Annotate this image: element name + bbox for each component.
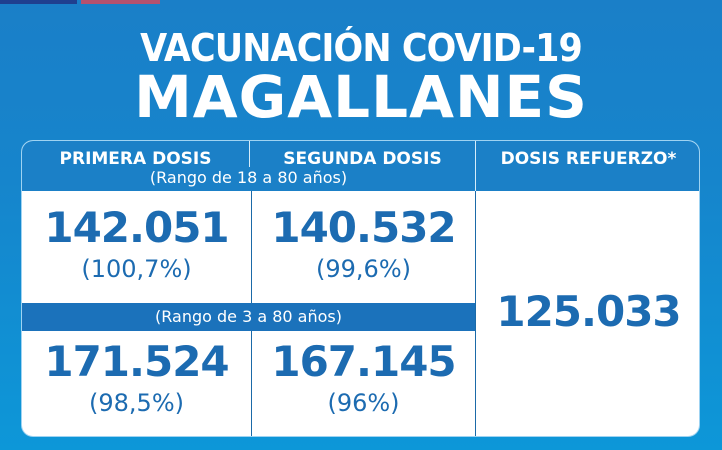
header-divider-2 bbox=[475, 141, 476, 191]
refuerzo-value: 125.033 bbox=[496, 287, 681, 336]
divider-2 bbox=[475, 191, 476, 436]
divider-1-bottom bbox=[251, 331, 252, 436]
flag-blue-bar bbox=[0, 0, 78, 4]
segunda-3-80-pct: (96%) bbox=[327, 389, 400, 417]
primera-3-80-pct: (98,5%) bbox=[89, 389, 184, 417]
col-primera-dosis: PRIMERA DOSIS bbox=[59, 149, 212, 169]
divider-1-top bbox=[251, 191, 252, 303]
primera-3-80-value: 171.524 bbox=[44, 337, 229, 386]
title-vacunacion: VACUNACIÓN COVID-19 bbox=[140, 26, 583, 70]
table-header: PRIMERA DOSIS SEGUNDA DOSIS DOSIS REFUER… bbox=[22, 141, 699, 191]
range-18-80-label: (Rango de 18 a 80 años) bbox=[149, 168, 348, 187]
col-dosis-refuerzo: DOSIS REFUERZO* bbox=[500, 149, 677, 169]
title-region: MAGALLANES bbox=[134, 63, 588, 131]
range-3-80-label: (Rango de 3 a 80 años) bbox=[22, 303, 475, 331]
segunda-18-80-pct: (99,6%) bbox=[316, 255, 411, 283]
flag-red-bar bbox=[81, 0, 160, 4]
primera-18-80-pct: (100,7%) bbox=[81, 255, 192, 283]
header-divider-1 bbox=[249, 141, 250, 167]
primera-18-80-value: 142.051 bbox=[44, 203, 229, 252]
vaccination-table: PRIMERA DOSIS SEGUNDA DOSIS DOSIS REFUER… bbox=[21, 140, 700, 437]
flag-strip bbox=[0, 0, 160, 4]
segunda-18-80-value: 140.532 bbox=[271, 203, 456, 252]
segunda-3-80-value: 167.145 bbox=[271, 337, 456, 386]
col-segunda-dosis: SEGUNDA DOSIS bbox=[283, 149, 442, 169]
